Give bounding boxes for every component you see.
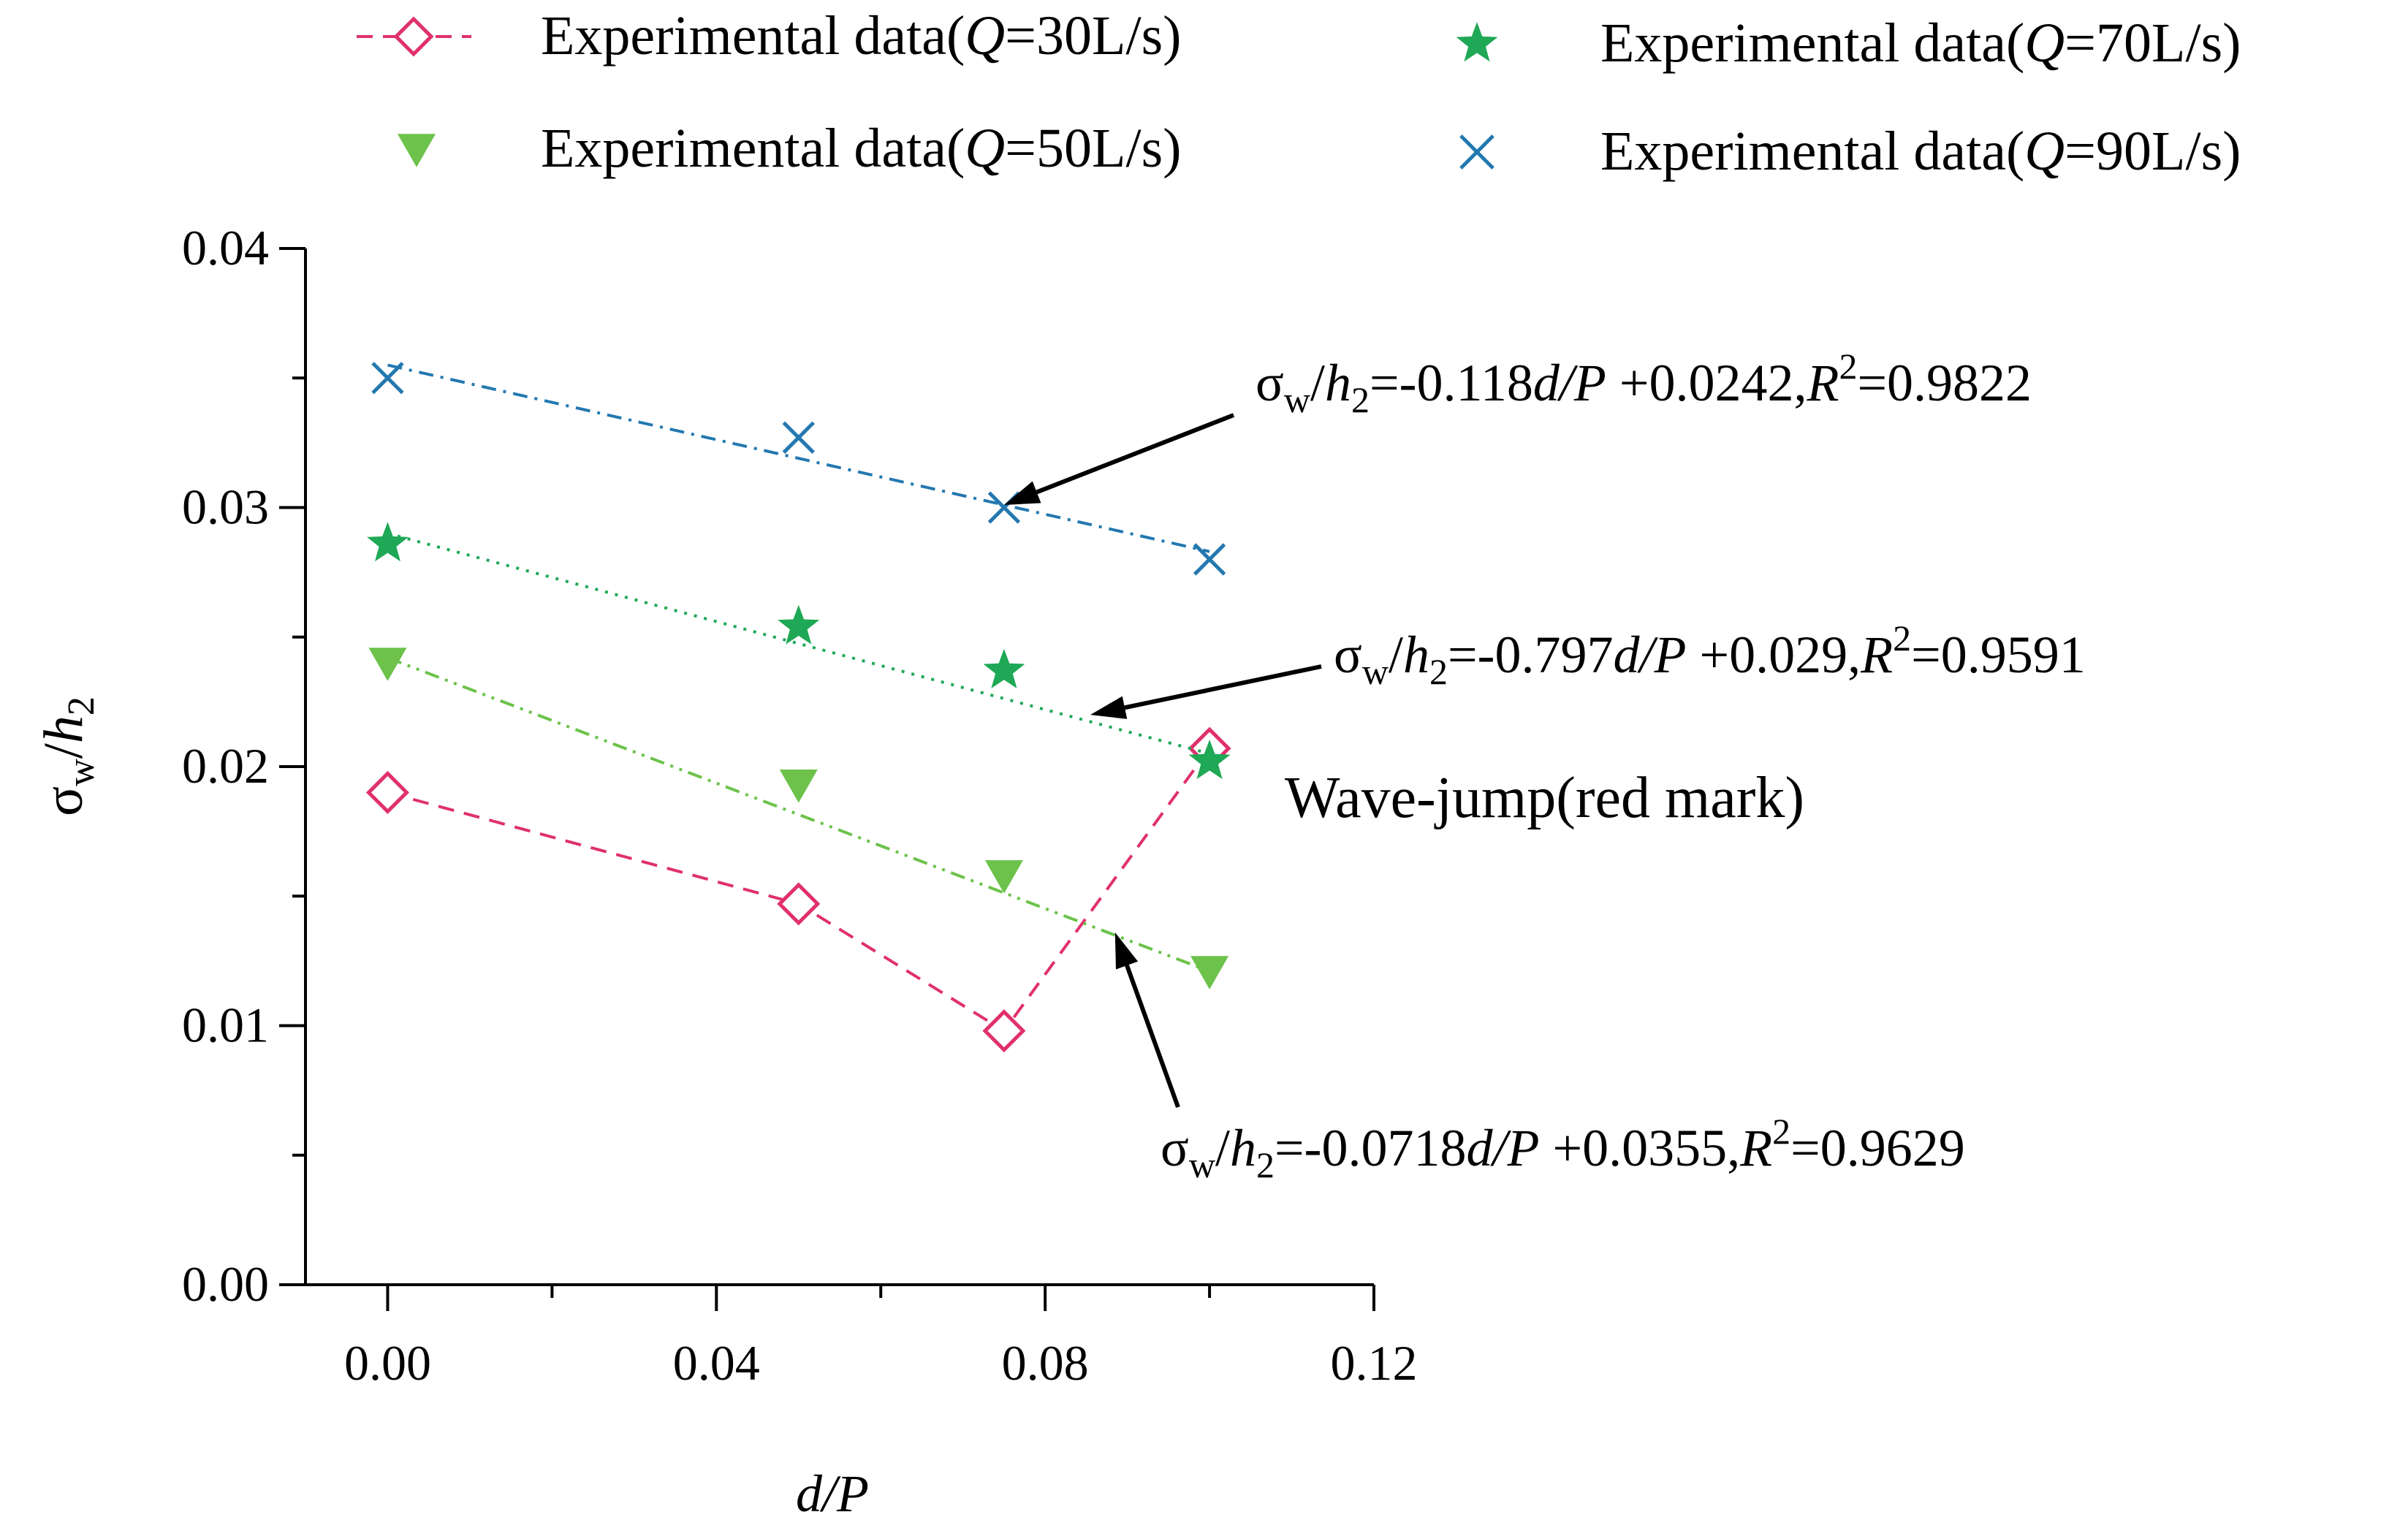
y-tick-label: 0.01 — [182, 998, 269, 1053]
legend-marker — [1459, 134, 1494, 170]
series-line — [387, 748, 1211, 1033]
data-point — [984, 860, 1023, 894]
annotation-equation: σw/h2=-0.118d/P +0.0242,R2=0.9822 — [1256, 346, 2032, 420]
wave-jump-note: Wave-jump(red mark) — [1285, 766, 1804, 830]
annotation-arrow — [1124, 664, 1322, 710]
data-point — [1190, 956, 1229, 989]
svg-text:σw/h2: σw/h2 — [33, 696, 102, 816]
legend-label: Experimental data(Q=70L/s) — [1600, 12, 2241, 74]
legend-marker — [398, 134, 436, 167]
x-axis-title: d/P — [796, 1464, 869, 1523]
annotation-arrowhead — [1114, 932, 1139, 970]
annotation-fit-q90: σw/h2=-0.118d/P +0.0242,R2=0.9822 — [1003, 346, 2032, 505]
series-line — [387, 532, 1210, 756]
data-point — [1188, 740, 1231, 780]
annotation-equation: σw/h2=-0.797d/P +0.029,R2=0.9591 — [1334, 618, 2086, 692]
y-axis-title: σw/h2 — [33, 696, 102, 816]
series-1 — [368, 647, 1229, 989]
data-point — [368, 647, 407, 681]
data-point — [779, 770, 818, 803]
data-point — [983, 648, 1025, 688]
axes: 0.00 0.01 0.02 0.03 0.04 0.00 0.04 0.08 0.12 d/P σ… — [33, 220, 1418, 1523]
data-point — [1193, 543, 1226, 576]
legend: Experimental data(Q=30L/s) Experimental d… — [357, 5, 2241, 182]
x-tick-label: 0.12 — [1331, 1335, 1418, 1391]
legend-item-0: Experimental data(Q=30L/s) — [357, 5, 1181, 67]
y-tick-label: 0.04 — [182, 220, 269, 276]
annotation-fit-q50: σw/h2=-0.0718d/P +0.0355,R2=0.9629 — [1114, 932, 1965, 1185]
data-point — [365, 770, 409, 814]
legend-label: Experimental data(Q=30L/s) — [541, 5, 1181, 67]
plot-area — [365, 362, 1231, 1053]
x-tick-label: 0.08 — [1002, 1335, 1089, 1391]
x-tick-label: 0.00 — [344, 1335, 431, 1391]
series-line — [387, 656, 1210, 973]
series-3 — [371, 362, 1226, 576]
legend-item-3: Experimental data(Q=90L/s) — [1459, 121, 2241, 182]
data-point — [367, 522, 409, 562]
y-tick-label: 0.00 — [182, 1256, 269, 1312]
legend-item-1: Experimental data(Q=50L/s) — [398, 118, 1181, 179]
annotation-arrow — [1036, 413, 1235, 495]
data-point — [982, 1009, 1026, 1053]
legend-label: Experimental data(Q=90L/s) — [1600, 121, 2241, 182]
x-tick-label: 0.04 — [673, 1335, 760, 1391]
data-point — [778, 604, 820, 645]
legend-item-2: Experimental data(Q=70L/s) — [1456, 12, 2241, 74]
annotation-fit-q70: σw/h2=-0.797d/P +0.029,R2=0.9591 — [1090, 618, 2086, 719]
annotation-arrowhead — [1090, 696, 1128, 719]
data-point — [777, 882, 821, 926]
annotation-arrowhead — [1003, 481, 1041, 505]
data-point — [371, 362, 404, 395]
data-point — [782, 421, 815, 454]
legend-marker — [1456, 22, 1498, 62]
annotation-arrow — [1125, 965, 1180, 1109]
series-2 — [367, 522, 1231, 780]
legend-label: Experimental data(Q=50L/s) — [541, 118, 1181, 179]
y-tick-label: 0.03 — [182, 479, 269, 535]
y-tick-label: 0.02 — [182, 738, 269, 794]
legend-marker — [393, 16, 434, 57]
annotation-equation: σw/h2=-0.0718d/P +0.0355,R2=0.9629 — [1161, 1111, 1965, 1185]
annotations: σw/h2=-0.118d/P +0.0242,R2=0.9822 σw/h2=-… — [1003, 346, 2086, 1185]
series-line — [387, 363, 1210, 553]
